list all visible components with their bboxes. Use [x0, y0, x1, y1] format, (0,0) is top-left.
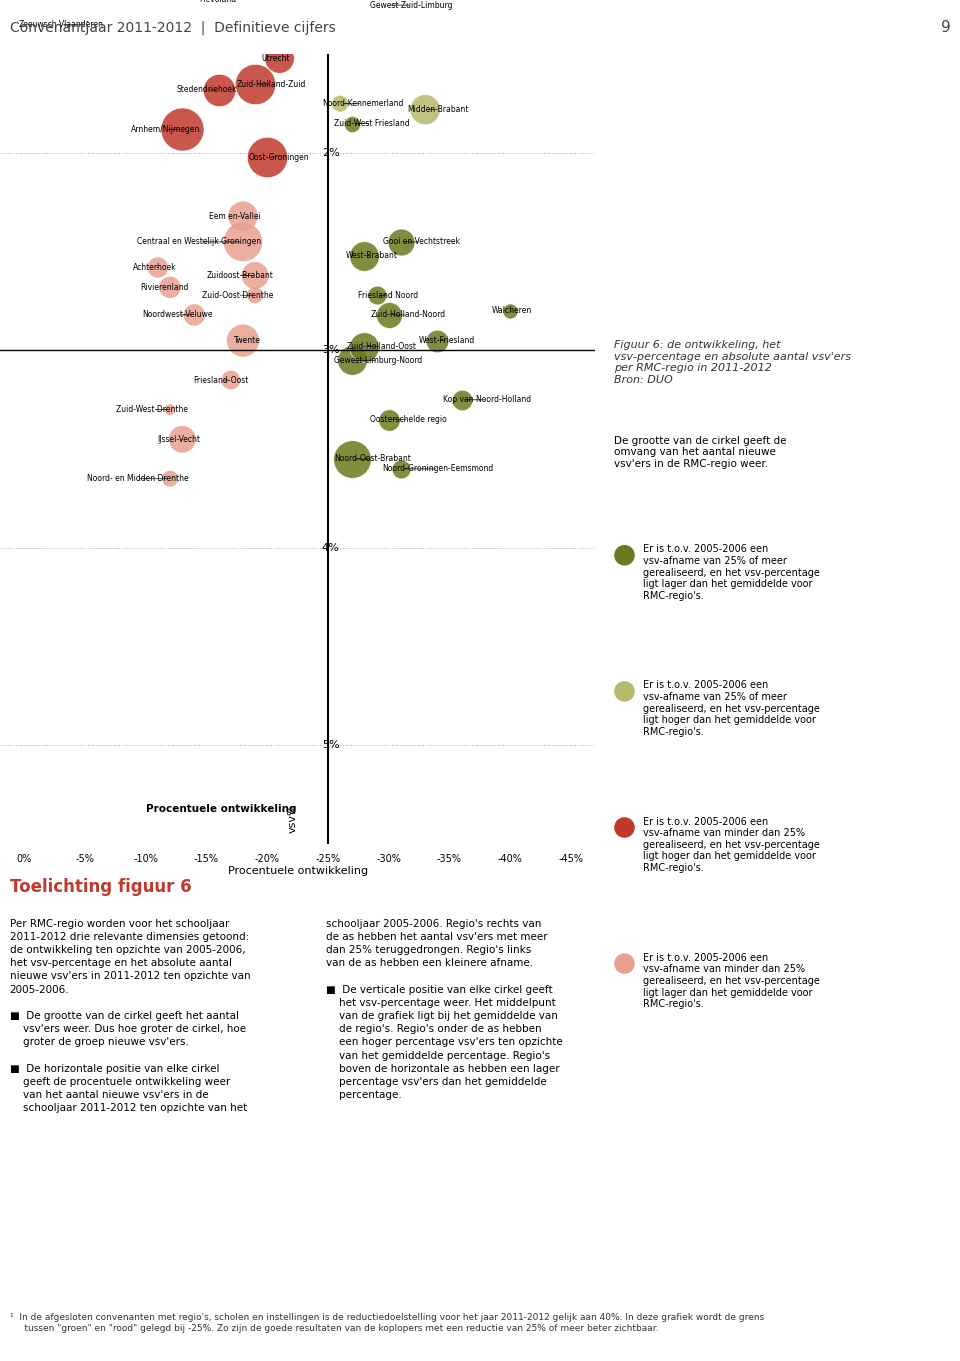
Text: Zuid-Holland-Oost: Zuid-Holland-Oost — [347, 342, 417, 351]
Text: Noord-Oost-Brabant: Noord-Oost-Brabant — [334, 455, 411, 464]
Point — [369, 284, 384, 306]
Text: Zuid-Holland-Zuid: Zuid-Holland-Zuid — [237, 79, 306, 88]
Text: Figuur 6: de ontwikkeling, het
vsv-percentage en absolute aantal vsv'ers
per RMC: Figuur 6: de ontwikkeling, het vsv-perce… — [614, 340, 852, 385]
Text: Gewest Limburg-Noord: Gewest Limburg-Noord — [334, 355, 422, 365]
Point — [248, 264, 263, 286]
Text: Zuid-Holland-Noord: Zuid-Holland-Noord — [371, 310, 445, 320]
Point — [211, 0, 227, 10]
Text: Twente: Twente — [234, 336, 261, 346]
Text: Convenantjaar 2011-2012  |  Definitieve cijfers: Convenantjaar 2011-2012 | Definitieve ci… — [10, 20, 335, 35]
Point — [162, 276, 178, 298]
Circle shape — [614, 954, 635, 973]
Text: ¹  In de afgesloten convenanten met regio's, scholen en instellingen is de reduc: ¹ In de afgesloten convenanten met regio… — [10, 1313, 764, 1332]
Text: Gewest Zuid-Limburg: Gewest Zuid-Limburg — [371, 0, 453, 10]
Text: West-Friesland: West-Friesland — [420, 336, 475, 346]
Text: Achterhoek: Achterhoek — [132, 263, 176, 272]
Point — [418, 99, 433, 121]
Text: 3%: 3% — [322, 346, 340, 355]
Text: Zuid-West Drenthe: Zuid-West Drenthe — [116, 406, 188, 414]
Circle shape — [614, 546, 635, 565]
Text: Er is t.o.v. 2005-2006 een
vsv-afname van minder dan 25%
gerealiseerd, en het vs: Er is t.o.v. 2005-2006 een vsv-afname va… — [643, 953, 820, 1009]
Point — [186, 304, 202, 325]
Point — [211, 79, 227, 101]
Point — [235, 231, 251, 253]
Text: 4%: 4% — [322, 543, 340, 553]
Text: Centraal en Westelijk Groningen: Centraal en Westelijk Groningen — [137, 237, 261, 246]
Text: Rivierenland: Rivierenland — [140, 283, 188, 291]
Text: Stedendriehoek: Stedendriehoek — [177, 86, 237, 94]
Text: De grootte van de cirkel geeft de
omvang van het aantal nieuwe
vsv'ers in de RMC: De grootte van de cirkel geeft de omvang… — [614, 436, 787, 468]
Point — [150, 257, 165, 279]
Point — [357, 336, 372, 358]
Text: Kop van Noord-Holland: Kop van Noord-Holland — [444, 395, 532, 404]
Point — [381, 304, 396, 325]
Text: Noordwest-Veluwe: Noordwest-Veluwe — [142, 310, 212, 320]
Text: vsv%: vsv% — [288, 803, 298, 833]
Text: Per RMC-regio worden voor het schooljaar
2011-2012 drie relevante dimensies geto: Per RMC-regio worden voor het schooljaar… — [10, 919, 251, 1113]
Point — [259, 146, 275, 167]
Point — [430, 329, 445, 351]
Text: Zeeuwsch-Vlaanderen: Zeeuwsch-Vlaanderen — [18, 20, 104, 30]
Point — [235, 329, 251, 351]
Text: Gooi en Vechtstreek: Gooi en Vechtstreek — [383, 237, 460, 246]
Text: Er is t.o.v. 2005-2006 een
vsv-afname van 25% of meer
gerealiseerd, en het vsv-p: Er is t.o.v. 2005-2006 een vsv-afname va… — [643, 544, 820, 600]
Text: Noord- en Midden Drenthe: Noord- en Midden Drenthe — [86, 474, 188, 483]
Text: Zuid-West Friesland: Zuid-West Friesland — [334, 118, 410, 128]
Circle shape — [614, 818, 635, 837]
Point — [248, 73, 263, 95]
Point — [394, 231, 409, 253]
Text: Procentuele ontwikkeling: Procentuele ontwikkeling — [146, 804, 297, 814]
Point — [381, 0, 396, 16]
Point — [175, 429, 190, 450]
Point — [248, 284, 263, 306]
Point — [357, 245, 372, 267]
Point — [272, 48, 287, 69]
Text: Flevoland: Flevoland — [200, 0, 237, 4]
Text: Oost-Groningen: Oost-Groningen — [249, 152, 310, 162]
Point — [235, 206, 251, 227]
Point — [78, 14, 93, 35]
Text: Toelichting figuur 6: Toelichting figuur 6 — [10, 878, 191, 896]
Point — [345, 113, 360, 135]
Point — [162, 399, 178, 421]
Text: Friesland-Oost: Friesland-Oost — [194, 376, 249, 385]
Point — [162, 468, 178, 490]
Point — [381, 408, 396, 430]
Text: Noord-Groningen-Eemsmond: Noord-Groningen-Eemsmond — [383, 464, 493, 474]
Point — [345, 350, 360, 372]
Point — [345, 448, 360, 470]
Text: 5%: 5% — [322, 740, 340, 750]
Point — [332, 93, 348, 114]
Text: Zuid-Oost Drenthe: Zuid-Oost Drenthe — [202, 291, 274, 299]
Text: 2%: 2% — [322, 148, 340, 158]
Text: Walcheren: Walcheren — [492, 306, 532, 316]
Text: Noord-Kennemerland: Noord-Kennemerland — [322, 99, 403, 109]
Text: West-Brabant: West-Brabant — [347, 252, 398, 260]
Text: Arnhem/Nijmegen: Arnhem/Nijmegen — [132, 125, 201, 133]
Point — [175, 118, 190, 140]
Circle shape — [614, 682, 635, 701]
Text: Er is t.o.v. 2005-2006 een
vsv-afname van minder dan 25%
gerealiseerd, en het vs: Er is t.o.v. 2005-2006 een vsv-afname va… — [643, 817, 820, 872]
Point — [394, 459, 409, 480]
X-axis label: Procentuele ontwikkeling: Procentuele ontwikkeling — [228, 867, 368, 876]
Text: Er is t.o.v. 2005-2006 een
vsv-afname van 25% of meer
gerealiseerd, en het vsv-p: Er is t.o.v. 2005-2006 een vsv-afname va… — [643, 680, 820, 736]
Text: Zuidoost-Brabant: Zuidoost-Brabant — [206, 271, 274, 280]
Text: Midden-Brabant: Midden-Brabant — [407, 105, 468, 114]
Text: schooljaar 2005-2006. Regio's rechts van
de as hebben het aantal vsv'ers met mee: schooljaar 2005-2006. Regio's rechts van… — [326, 919, 564, 1100]
Text: Friesland Noord: Friesland Noord — [358, 291, 419, 299]
Point — [502, 301, 517, 323]
Point — [223, 369, 238, 391]
Text: Utrecht: Utrecht — [261, 54, 290, 63]
Text: IJssel-Vecht: IJssel-Vecht — [157, 434, 201, 444]
Text: 9: 9 — [941, 20, 950, 35]
Text: Oosterschelde regio: Oosterschelde regio — [371, 415, 447, 425]
Text: Eem en Vallei: Eem en Vallei — [209, 212, 261, 220]
Point — [454, 389, 469, 411]
